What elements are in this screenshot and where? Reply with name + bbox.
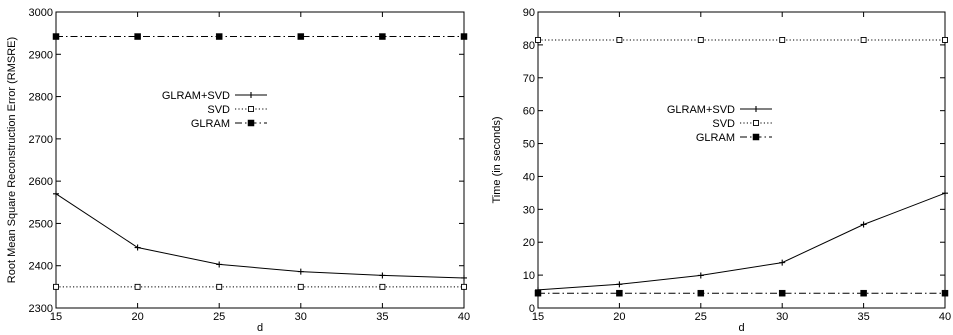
data-point-glram-svd	[53, 190, 59, 197]
data-point-glram-svd	[297, 268, 304, 275]
y-tick-label: 20	[523, 237, 535, 249]
data-point-glram	[534, 289, 542, 297]
series-line-glram-svd	[55, 193, 465, 279]
y-tick-label: 40	[523, 171, 535, 183]
y-tick-label: 2300	[29, 303, 53, 315]
rmsre-chart: 2300 2400 2500 2600 2700 2800 2900 3000 15 20 25 30…	[6, 7, 470, 334]
data-point-svd	[860, 37, 867, 43]
data-point-svd	[697, 37, 704, 43]
legend-label-glram: GLRAM	[191, 118, 230, 130]
y-tick-label: 2800	[29, 92, 53, 104]
legend-marker-glram	[247, 119, 255, 127]
y-axis-label: Time (in seconds)	[491, 116, 503, 203]
data-point-glram	[860, 289, 867, 297]
y-tick-label: 2500	[29, 218, 53, 230]
y-tick-label: 50	[523, 139, 535, 151]
data-point-svd	[134, 283, 141, 290]
data-point-svd	[779, 37, 786, 43]
data-point-glram-svd	[697, 272, 704, 279]
legend-label-glram-svd: GLRAM+SVD	[667, 104, 735, 116]
data-point-glram	[215, 33, 223, 40]
data-point-svd	[461, 283, 467, 290]
x-tick-label: 40	[939, 311, 951, 323]
legend-label-svd: SVD	[712, 118, 735, 130]
legend: GLRAM+SVD SVD GLRAM	[667, 104, 772, 144]
data-point-glram	[134, 33, 141, 40]
data-point-glram-svd	[860, 221, 867, 228]
data-point-glram-svd	[461, 274, 467, 281]
legend-marker-glram-svd	[248, 92, 254, 98]
series-glram	[52, 33, 468, 40]
x-tick-label: 40	[458, 311, 470, 323]
data-point-glram	[52, 33, 60, 40]
y-tick-label: 80	[523, 40, 535, 52]
y-tick-label: 70	[523, 73, 535, 85]
data-point-glram-svd	[779, 259, 786, 266]
series-glram-svd	[53, 190, 467, 281]
legend-marker-svd	[248, 106, 254, 112]
time-chart: 0 10 20 30 40 50 60 70 80 90 15 20 25 30 35 40 d Time (in…	[491, 7, 951, 334]
series-glram	[534, 289, 949, 297]
x-axis-label: d	[738, 322, 744, 334]
data-point-glram-svd	[216, 261, 223, 268]
y-tick-label: 2900	[29, 49, 53, 61]
data-point-glram-svd	[616, 281, 623, 288]
data-point-svd	[616, 37, 623, 43]
data-point-glram-svd	[134, 244, 141, 251]
y-tick-label: 10	[523, 270, 535, 282]
plot-frame	[55, 11, 465, 309]
data-point-svd	[216, 283, 223, 290]
data-point-svd	[297, 283, 304, 290]
x-tick-label: 15	[50, 311, 62, 323]
legend-label-glram-svd: GLRAM+SVD	[162, 90, 230, 102]
y-tick-label: 2700	[29, 134, 53, 146]
y-tick-label: 90	[523, 7, 535, 19]
y-tick-label: 30	[523, 204, 535, 216]
x-tick-label: 20	[613, 311, 625, 323]
data-point-glram	[778, 289, 786, 297]
data-point-glram	[697, 289, 705, 297]
x-tick-label: 25	[695, 311, 707, 323]
data-point-glram	[460, 33, 468, 40]
data-point-svd	[942, 37, 948, 43]
x-tick-label: 20	[131, 311, 143, 323]
x-tick-label: 35	[857, 311, 869, 323]
series-glram-svd	[535, 190, 948, 293]
y-tick-label: 60	[523, 106, 535, 118]
legend-label-svd: SVD	[207, 104, 230, 116]
x-tick-label: 25	[213, 311, 225, 323]
legend-marker-glram	[752, 133, 760, 141]
y-axis-label: Root Mean Square Reconstruction Error (R…	[6, 37, 18, 283]
series-line-glram-svd	[537, 192, 946, 291]
y-tick-label: 2600	[29, 176, 53, 188]
data-point-glram	[379, 33, 386, 40]
series-svd	[53, 283, 467, 290]
data-point-glram-svd	[379, 272, 386, 279]
y-tick-label: 3000	[29, 7, 53, 19]
legend-label-glram: GLRAM	[696, 132, 735, 144]
x-tick-label: 15	[532, 311, 544, 323]
x-axis-label: d	[257, 322, 263, 334]
data-point-glram-svd	[942, 190, 948, 197]
data-point-svd	[379, 283, 386, 290]
data-point-svd	[53, 283, 59, 290]
data-point-glram	[616, 289, 623, 297]
x-tick-label: 30	[776, 311, 788, 323]
data-point-svd	[535, 37, 541, 43]
x-tick-label: 30	[295, 311, 307, 323]
data-point-glram	[297, 33, 305, 40]
series-svd	[535, 37, 948, 43]
legend-marker-svd	[753, 120, 759, 126]
data-point-glram	[941, 289, 949, 297]
legend-marker-glram-svd	[753, 106, 759, 112]
y-tick-label: 0	[529, 303, 535, 315]
legend: GLRAM+SVD SVD GLRAM	[162, 90, 267, 130]
plot-frame	[537, 11, 946, 309]
x-tick-label: 35	[376, 311, 388, 323]
y-tick-label: 2400	[29, 261, 53, 273]
